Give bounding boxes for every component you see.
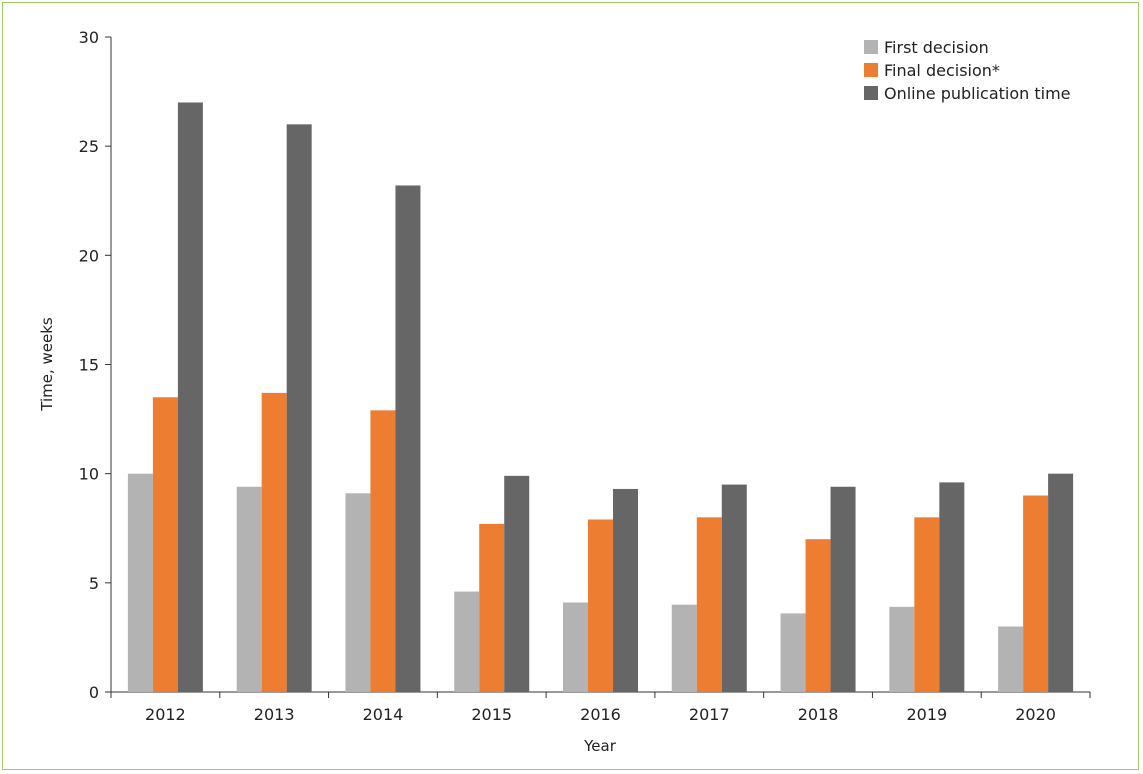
y-axis-title: Time, weeks xyxy=(38,317,56,412)
legend-swatch xyxy=(864,86,878,100)
bar xyxy=(671,604,697,692)
bar xyxy=(780,613,806,692)
y-tick-label: 20 xyxy=(79,246,99,265)
bar xyxy=(805,539,831,692)
y-tick-label: 0 xyxy=(89,683,99,702)
bar xyxy=(177,102,203,692)
legend-label: Online publication time xyxy=(884,84,1071,103)
x-tick-label: 2014 xyxy=(363,705,404,724)
legend-swatch xyxy=(864,40,878,54)
y-tick-label: 30 xyxy=(79,28,99,47)
bar xyxy=(395,185,421,692)
x-tick-label: 2019 xyxy=(906,705,947,724)
x-tick-label: 2017 xyxy=(689,705,730,724)
x-tick-label: 2020 xyxy=(1015,705,1056,724)
bar xyxy=(370,410,396,692)
bar xyxy=(152,397,178,692)
bar xyxy=(261,392,287,692)
bar xyxy=(479,523,505,692)
bar xyxy=(939,482,965,692)
bar xyxy=(889,606,915,692)
x-tick-label: 2016 xyxy=(580,705,621,724)
legend-label: First decision xyxy=(884,38,989,57)
x-axis-title: Year xyxy=(583,737,617,755)
bar xyxy=(914,517,940,692)
x-ticks: 2012 2013 2014 2015 2016 2017 2018 2019 2020 xyxy=(110,692,1091,724)
y-tick-label: 15 xyxy=(79,356,99,375)
bar xyxy=(588,519,613,692)
y-tick-label: 10 xyxy=(79,465,99,484)
bar xyxy=(345,493,371,692)
y-tick-label: 25 xyxy=(79,137,99,156)
y-ticks: 0 5 10 15 20 25 30 xyxy=(79,28,111,702)
bar xyxy=(563,602,588,692)
x-tick-label: 2013 xyxy=(254,705,295,724)
bar xyxy=(286,124,312,693)
bar xyxy=(1048,473,1074,692)
bar xyxy=(1023,495,1049,692)
bar xyxy=(127,473,153,692)
bar xyxy=(696,517,722,692)
bar xyxy=(721,484,747,692)
legend-label: Final decision* xyxy=(884,61,1000,80)
legend-swatch xyxy=(864,63,878,77)
bars xyxy=(127,102,1074,693)
y-tick-label: 5 xyxy=(89,574,99,593)
x-tick-label: 2015 xyxy=(471,705,512,724)
legend: First decision Final decision* Online publ… xyxy=(864,38,1071,103)
bar xyxy=(830,486,856,692)
x-tick-label: 2018 xyxy=(798,705,839,724)
bar xyxy=(236,486,262,692)
bar xyxy=(454,591,480,692)
bar xyxy=(998,626,1024,692)
x-tick-label: 2012 xyxy=(145,705,186,724)
bar xyxy=(504,475,530,692)
bar xyxy=(613,488,638,692)
